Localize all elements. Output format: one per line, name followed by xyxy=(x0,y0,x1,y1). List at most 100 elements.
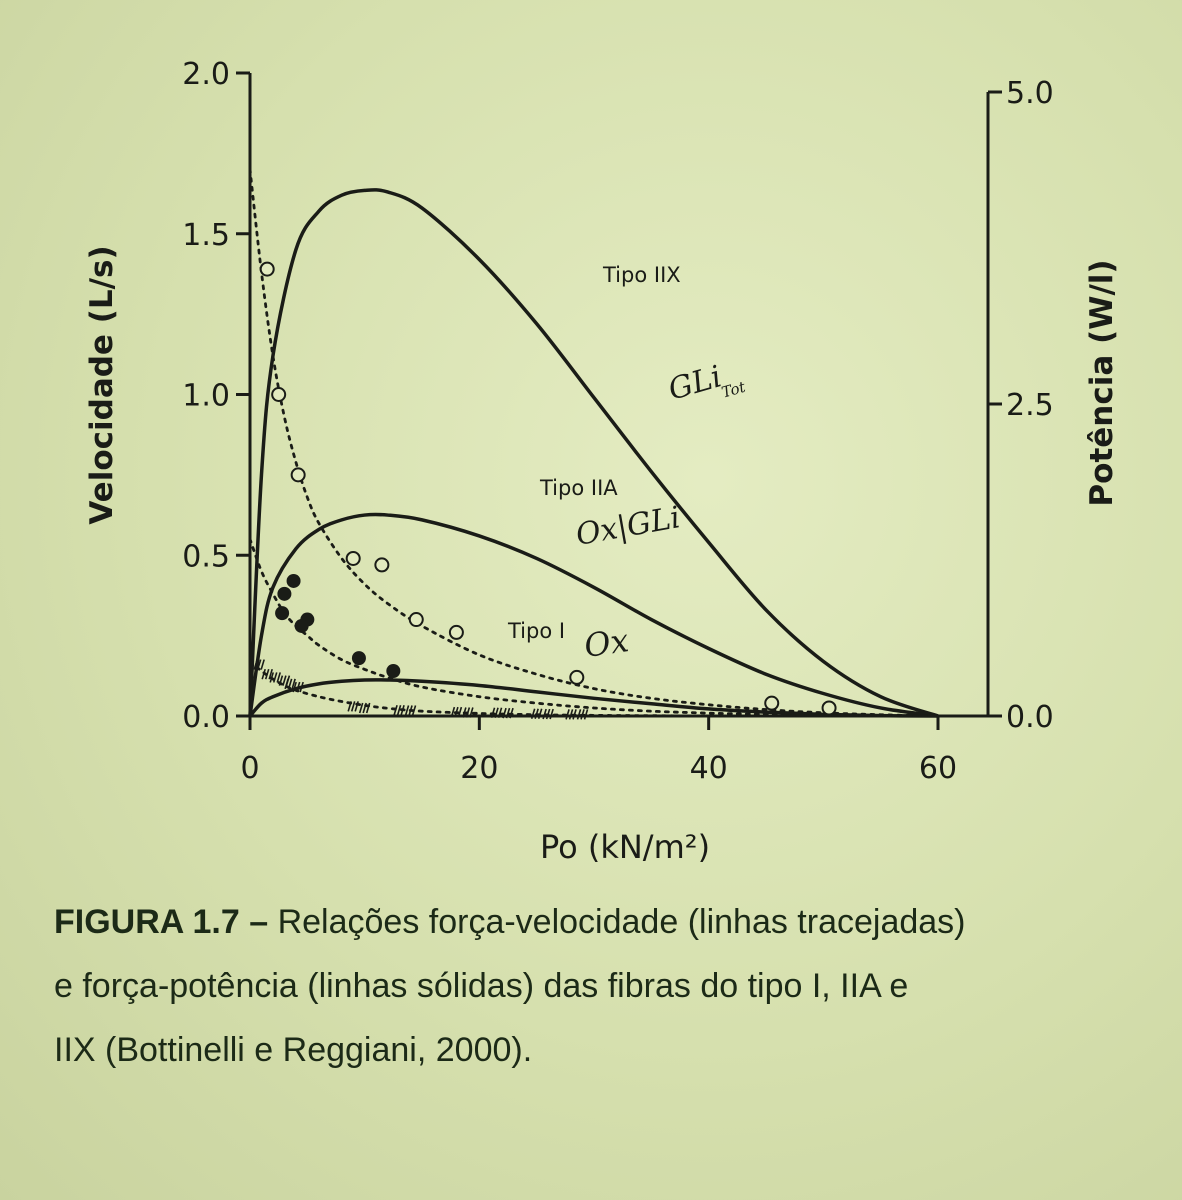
left-y-tick-label: 1.5 xyxy=(182,218,230,253)
velocity-curve-tipo-iix xyxy=(248,168,940,718)
hash-stroke xyxy=(542,708,547,720)
hash-stroke xyxy=(450,706,456,718)
hash-stroke xyxy=(549,708,554,720)
y-axis-title-right: Potência (W/l) xyxy=(1084,259,1120,506)
data-point-filled-tipo-iia xyxy=(275,606,290,621)
data-point-hash-tipo-i xyxy=(490,707,503,719)
hash-stroke xyxy=(534,708,539,719)
data-point-open-tipo-iix xyxy=(569,669,585,685)
data-point-filled-tipo-iia xyxy=(386,663,401,678)
hash-stroke xyxy=(260,659,265,670)
force-velocity-power-chart: 0.0 0.5 1.0 1.5 2.0 0.0 2.5 5.0 0 20 40 60 Veloci… xyxy=(84,57,1120,866)
figure-caption: FIGURA 1.7 – Relações força-velocidade (… xyxy=(54,890,1154,1082)
hash-stroke xyxy=(565,709,570,720)
hash-stroke xyxy=(494,707,499,719)
hash-stroke xyxy=(256,659,262,670)
hash-stroke xyxy=(465,707,471,718)
caption-lead: FIGURA 1.7 – xyxy=(54,903,269,941)
data-point-hash-tipo-i xyxy=(358,702,371,714)
hash-stroke xyxy=(490,707,496,719)
hash-stroke xyxy=(537,708,543,719)
caption-line-1: FIGURA 1.7 – Relações força-velocidade (… xyxy=(54,890,1154,954)
x-axis-title: Po (kN/m²) xyxy=(540,828,710,866)
handwritten-gli-sub: Tot xyxy=(720,377,749,401)
label-tipo-iix: Tipo IIX xyxy=(602,263,681,287)
data-point-hash-tipo-i xyxy=(253,659,265,670)
x-tick-label: 20 xyxy=(460,751,498,786)
hash-stroke xyxy=(576,709,582,720)
hash-stroke xyxy=(462,707,467,718)
hash-stroke xyxy=(347,701,352,712)
hash-stroke xyxy=(572,709,577,720)
caption-line-2: e força-potência (linhas sólidas) das fi… xyxy=(54,967,909,1005)
caption-line-3: IIX (Bottinelli e Reggiani, 2000). xyxy=(54,1031,533,1069)
hash-stroke xyxy=(253,659,258,670)
hash-stroke xyxy=(497,707,503,719)
hash-stroke xyxy=(530,708,536,719)
hash-stroke xyxy=(268,668,273,680)
data-point-open-tipo-iix xyxy=(448,624,464,640)
hash-stroke xyxy=(580,709,585,720)
handwritten-note-ox-gli: Ox|GLi xyxy=(573,500,683,553)
data-point-hash-tipo-i xyxy=(261,668,273,680)
hash-stroke xyxy=(411,705,417,716)
handwritten-note-gli: GLi Tot xyxy=(665,359,749,407)
hash-stroke xyxy=(362,702,367,714)
data-point-filled-tipo-iia xyxy=(294,618,309,633)
hash-stroke xyxy=(509,707,514,719)
hash-stroke xyxy=(276,672,281,683)
x-tick-labels: 0 20 40 60 xyxy=(240,751,957,786)
hash-stroke xyxy=(469,707,474,718)
left-y-tick-label: 0.5 xyxy=(182,539,230,574)
data-point-hash-tipo-i xyxy=(393,704,405,716)
left-y-tick-label: 0.0 xyxy=(182,700,230,735)
data-point-open-tipo-iix xyxy=(374,557,390,573)
hash-stroke xyxy=(396,704,402,716)
hash-stroke xyxy=(365,702,371,714)
hash-stroke xyxy=(583,709,589,720)
hash-stroke xyxy=(350,701,356,712)
handwritten-note-ox: Ox xyxy=(582,621,631,665)
data-point-hash-tipo-i xyxy=(347,701,359,712)
data-point-hash-tipo-i xyxy=(576,709,589,720)
y-axis-title-left: Velocidade (L/s) xyxy=(84,245,120,524)
hash-stroke xyxy=(457,706,463,718)
x-tick-label: 60 xyxy=(919,751,957,786)
hash-stroke xyxy=(545,708,551,720)
data-point-hash-tipo-i xyxy=(404,705,417,716)
hash-stroke xyxy=(287,678,293,690)
hash-stroke xyxy=(354,701,359,712)
hash-stroke xyxy=(272,672,278,683)
data-point-open-tipo-iix xyxy=(259,261,275,277)
data-point-hash-tipo-i xyxy=(530,708,543,719)
hash-stroke xyxy=(264,668,270,680)
data-point-hash-tipo-i xyxy=(542,708,554,720)
data-point-filled-tipo-iia xyxy=(277,586,292,601)
label-tipo-i: Tipo I xyxy=(507,619,565,643)
ticks xyxy=(236,71,1002,730)
hash-stroke xyxy=(299,681,304,693)
hash-stroke xyxy=(454,706,459,718)
power-curve-tipo-iia xyxy=(248,512,939,718)
label-tipo-iia: Tipo IIA xyxy=(539,476,618,500)
x-tick-label: 0 xyxy=(240,751,259,786)
hash-stroke xyxy=(505,707,511,719)
hash-stroke xyxy=(408,705,413,716)
right-y-tick-label: 0.0 xyxy=(1006,700,1054,735)
data-point-open-tipo-iix xyxy=(271,387,287,402)
right-y-tick-label: 2.5 xyxy=(1006,388,1054,423)
hash-stroke xyxy=(269,672,274,683)
data-point-open-tipo-iix xyxy=(290,467,306,483)
data-point-open-tipo-iix xyxy=(345,550,361,566)
data-point-hash-tipo-i xyxy=(565,709,577,720)
hash-stroke xyxy=(291,678,296,690)
hash-stroke xyxy=(261,668,266,680)
axes xyxy=(248,73,990,718)
hash-stroke xyxy=(284,678,289,690)
hash-stroke xyxy=(393,704,398,716)
power-curve-tipo-iix xyxy=(248,188,939,718)
left-y-tick-label: 2.0 xyxy=(182,57,230,92)
right-y-tick-labels: 0.0 2.5 5.0 xyxy=(1006,76,1054,735)
data-point-open-tipo-iix xyxy=(408,612,424,628)
data-point-filled-tipo-iia xyxy=(351,651,366,666)
